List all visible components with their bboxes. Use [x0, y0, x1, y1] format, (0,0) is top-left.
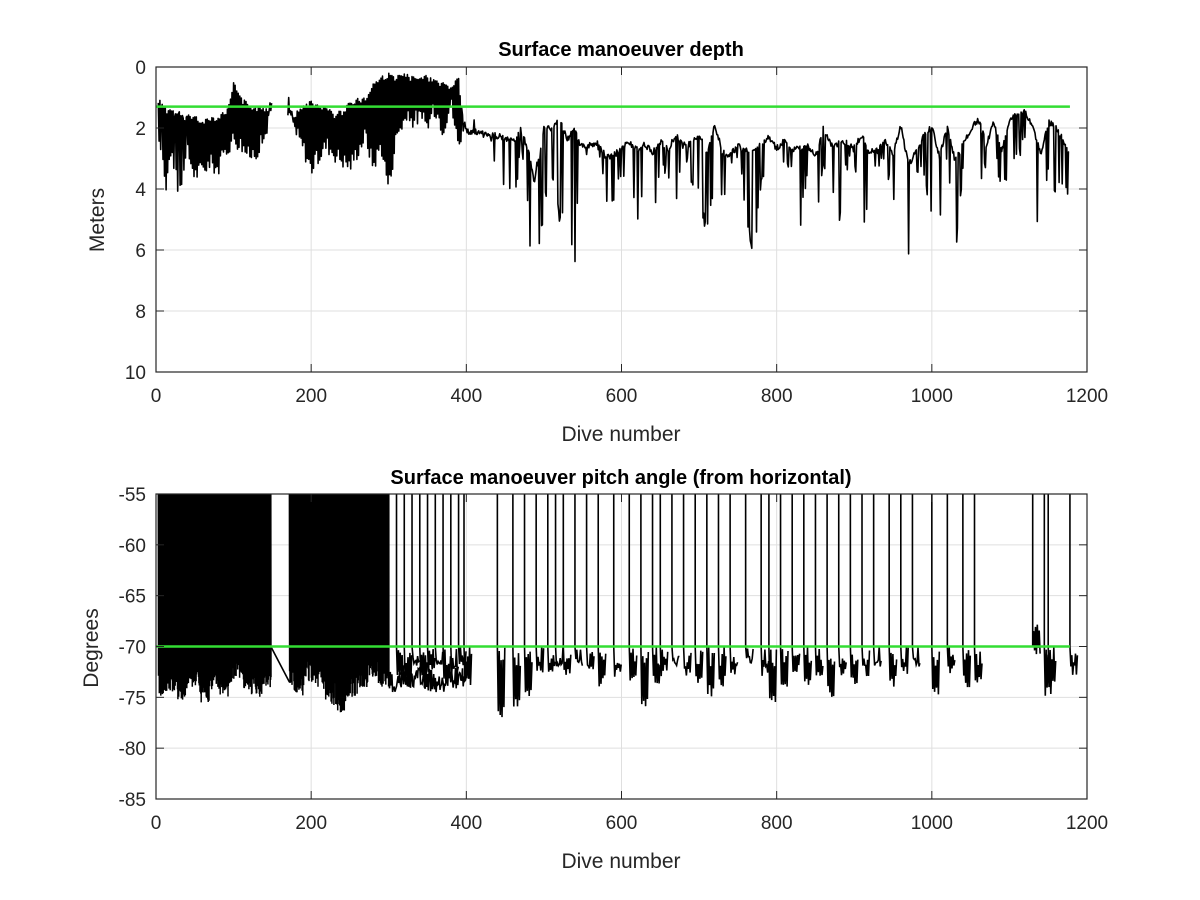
depth-x-tick-label: 800: [761, 386, 793, 407]
pitch-x-tick-label: 1000: [911, 813, 953, 834]
pitch-spike: [729, 494, 739, 675]
pitch-spike: [442, 494, 452, 686]
pitch-spike: [612, 494, 622, 677]
pitch-spike: [585, 494, 595, 670]
pitch-y-tick-label: -70: [119, 638, 146, 659]
depth-x-tick-label: 400: [450, 386, 482, 407]
pitch-x-tick-label: 200: [295, 813, 327, 834]
pitch-y-tick-label: -55: [119, 485, 146, 506]
pitch-x-tick-label: 0: [151, 813, 162, 834]
pitch-spike: [900, 494, 909, 674]
pitch-spike: [411, 494, 421, 667]
depth-x-tick-label: 600: [606, 386, 638, 407]
pitch-spike: [872, 494, 882, 667]
pitch-spike: [1069, 494, 1079, 675]
depth-chart-ylabel: Meters: [86, 188, 109, 252]
pitch-spike: [706, 494, 716, 697]
depth-chart-xlabel: Dive number: [561, 423, 680, 446]
pitch-spike: [562, 494, 572, 675]
pitch-spike: [651, 494, 661, 684]
depth-chart: Surface manoeuver depth Dive number Mete…: [86, 39, 1108, 446]
depth-chart-title: Surface manoeuver depth: [498, 39, 744, 61]
depth-y-tick-label: 4: [135, 180, 146, 201]
pitch-x-tick-label: 600: [606, 813, 638, 834]
pitch-spike: [946, 494, 956, 674]
depth-x-tick-label: 0: [151, 386, 162, 407]
depth-y-tick-label: 10: [125, 363, 146, 384]
pitch-spike: [597, 494, 607, 687]
pitch-spike: [861, 494, 871, 677]
pitch-spike: [744, 494, 754, 664]
pitch-spike: [973, 494, 983, 683]
pitch-spike: [523, 494, 533, 697]
pitch-spike: [463, 494, 473, 686]
pitch-chart-xlabel: Dive number: [561, 850, 680, 873]
depth-y-tick-label: 2: [135, 119, 146, 140]
pitch-spike: [826, 494, 836, 697]
pitch-bridge-line: [270, 646, 291, 683]
pitch-spike: [546, 494, 556, 672]
pitch-spike: [450, 494, 460, 674]
pitch-spike: [837, 494, 847, 676]
pitch-spike: [814, 494, 824, 676]
pitch-spike: [962, 494, 972, 688]
pitch-spike: [1043, 494, 1053, 696]
pitch-spike: [849, 494, 859, 685]
pitch-spike: [791, 494, 801, 672]
pitch-spike: [717, 494, 727, 687]
pitch-spike: [395, 494, 405, 676]
pitch-spike: [640, 494, 650, 707]
pitch-spike: [418, 494, 428, 687]
pitch-x-tick-label: 400: [450, 813, 482, 834]
pitch-spike: [628, 494, 638, 681]
pitch-spike: [426, 494, 436, 672]
pitch-spike: [760, 494, 770, 676]
depth-y-tick-label: 0: [135, 58, 146, 79]
depth-y-tick-label: 8: [135, 302, 146, 323]
pitch-spike: [403, 494, 413, 687]
depth-x-tick-label: 1200: [1066, 386, 1108, 407]
pitch-dense-band: [288, 493, 390, 713]
depth-x-tick-label: 1000: [911, 386, 953, 407]
pitch-spike: [574, 494, 584, 666]
pitch-dense-band: [157, 493, 272, 703]
pitch-chart-ylabel: Degrees: [80, 608, 103, 687]
pitch-y-tick-label: -80: [119, 739, 146, 760]
pitch-data: [156, 493, 1079, 718]
pitch-spike: [694, 494, 704, 683]
pitch-y-tick-label: -85: [119, 790, 146, 811]
pitch-y-tick-label: -75: [119, 688, 146, 709]
pitch-x-tick-label: 1200: [1066, 813, 1108, 834]
pitch-spike: [554, 494, 564, 668]
pitch-spike: [671, 494, 680, 668]
pitch-spike: [888, 494, 898, 687]
pitch-spike: [535, 494, 545, 673]
pitch-spike: [768, 494, 778, 703]
pitch-y-tick-label: -60: [119, 536, 146, 557]
depth-x-tick-label: 200: [295, 386, 327, 407]
pitch-spike: [512, 494, 522, 707]
pitch-x-tick-label: 800: [761, 813, 793, 834]
pitch-spike: [496, 494, 506, 718]
pitch-spike: [1031, 494, 1041, 655]
pitch-spike: [803, 494, 813, 685]
pitch-spike: [682, 494, 692, 676]
pitch-chart-title: Surface manoeuver pitch angle (from hori…: [390, 467, 851, 489]
pitch-spike: [911, 494, 921, 668]
pitch-spike: [779, 494, 789, 687]
pitch-spike: [434, 494, 444, 666]
pitch-spike: [931, 494, 941, 695]
pitch-y-tick-label: -65: [119, 587, 146, 608]
depth-y-tick-label: 6: [135, 241, 146, 262]
pitch-chart: Surface manoeuver pitch angle (from hori…: [80, 467, 1108, 873]
depth-data: [156, 72, 1070, 263]
pitch-spike: [659, 494, 669, 677]
pitch-bridge-line: [388, 664, 468, 693]
pitch-spike: [1047, 494, 1057, 682]
depth-series-line: [157, 72, 1070, 263]
